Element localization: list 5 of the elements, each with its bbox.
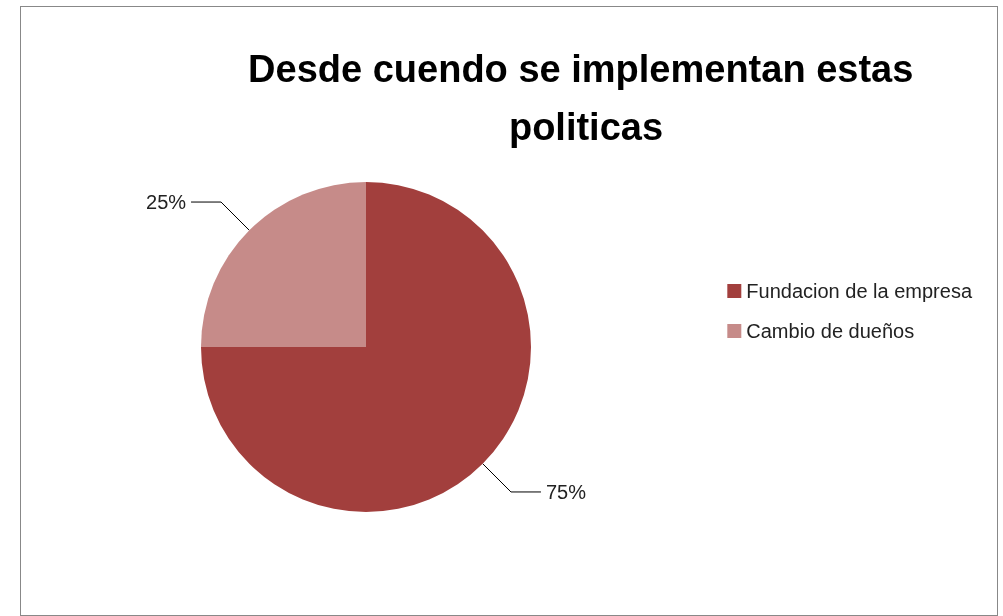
chart-title: Desde cuendo se implementan estas politicas: [248, 48, 924, 148]
data-label: 75%: [545, 480, 587, 503]
data-label: 25%: [146, 191, 187, 214]
legend-label: Cambio de dueños: [746, 320, 915, 342]
legend-label: Fundacion de la empresa: [746, 280, 973, 302]
